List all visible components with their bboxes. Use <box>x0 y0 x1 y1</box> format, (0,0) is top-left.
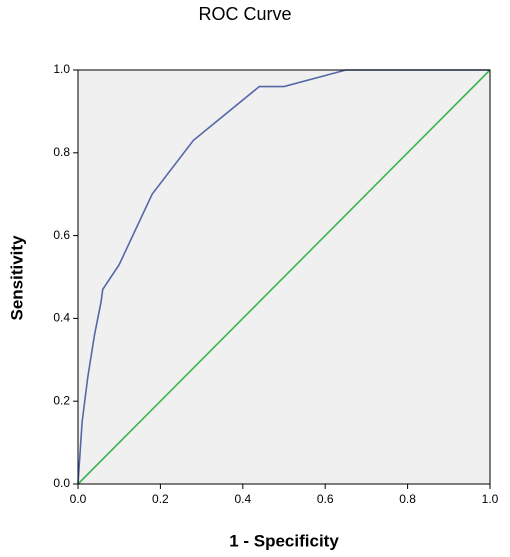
x-axis-label: 1 - Specificity <box>229 531 339 550</box>
x-tick-label: 0.6 <box>317 492 334 506</box>
x-tick-label: 1.0 <box>482 492 499 506</box>
plot-border <box>77 69 491 485</box>
y-tick-label: 0.2 <box>53 393 70 407</box>
y-tick-label: 0.8 <box>53 145 70 159</box>
chart-title: ROC Curve <box>198 4 291 24</box>
y-tick-label: 1.0 <box>53 62 70 76</box>
x-tick-label: 0.8 <box>399 492 416 506</box>
y-tick-label: 0.4 <box>53 311 70 325</box>
roc-line <box>77 69 491 485</box>
x-tick-label: 0.2 <box>152 492 169 506</box>
x-tick-label: 0.4 <box>234 492 251 506</box>
y-tick-label: 0.6 <box>53 228 70 242</box>
roc-line <box>77 69 490 485</box>
x-tick-label: 0.0 <box>70 492 87 506</box>
y-tick-label: 0.0 <box>53 476 70 490</box>
y-axis-label: Sensitivity <box>7 235 26 321</box>
